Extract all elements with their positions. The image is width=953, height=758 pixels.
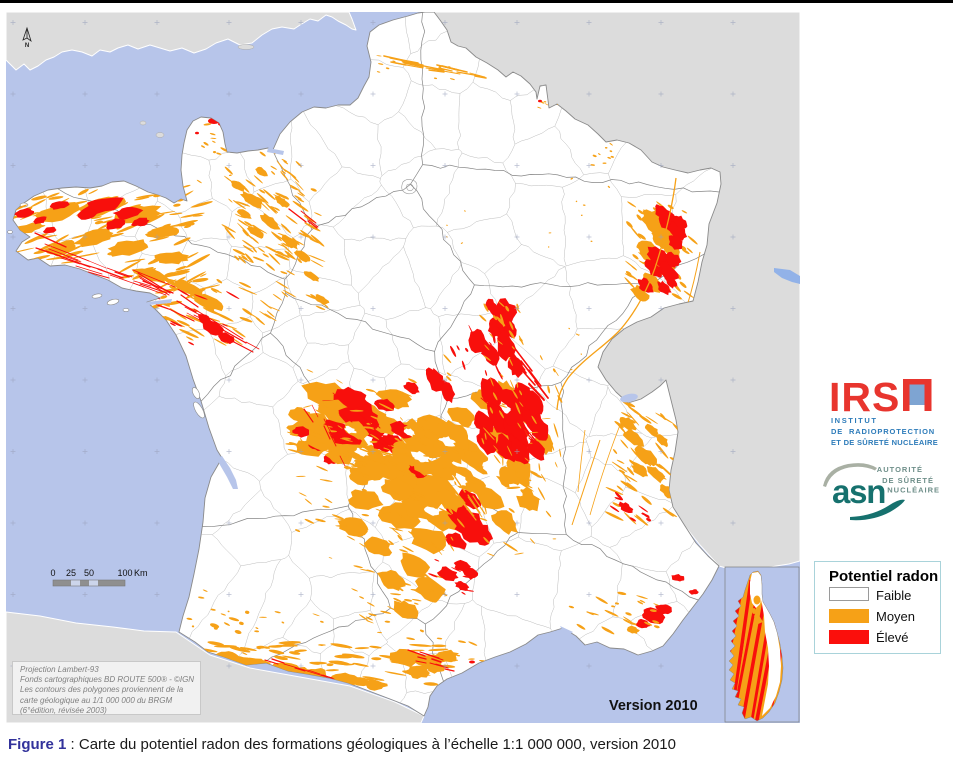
svg-text:AUTORITÉ: AUTORITÉ [877, 465, 923, 474]
svg-text:NUCLÉAIRE: NUCLÉAIRE [887, 486, 940, 495]
svg-text:DE SÛRETÉ: DE SÛRETÉ [882, 476, 934, 485]
svg-text:asn: asn [832, 473, 885, 510]
svg-text:50: 50 [84, 568, 94, 578]
svg-text:0: 0 [50, 568, 55, 578]
svg-text:Version 2010: Version 2010 [609, 698, 698, 714]
svg-text:25: 25 [66, 568, 76, 578]
svg-text:Km: Km [134, 568, 148, 578]
svg-text:100: 100 [117, 568, 132, 578]
svg-text:N: N [25, 43, 29, 49]
svg-text:IRS: IRS [829, 378, 900, 420]
